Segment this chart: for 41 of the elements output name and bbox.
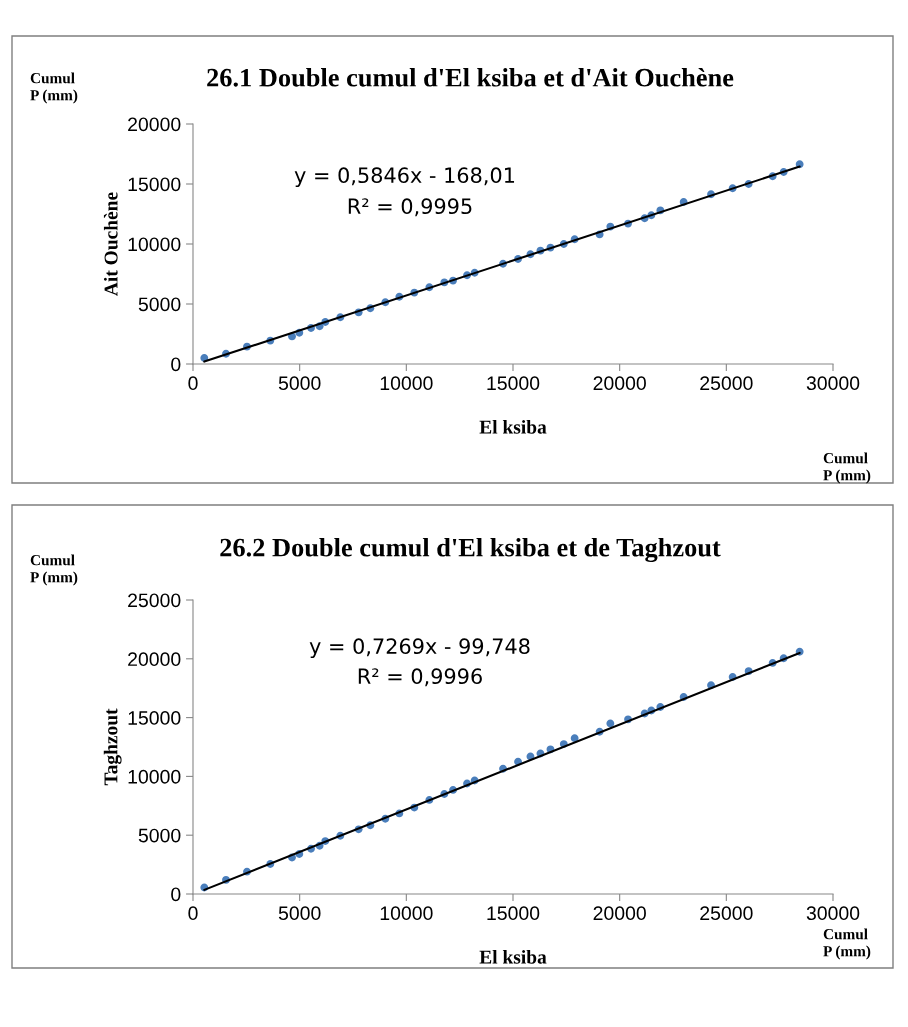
chart-title: 26.2 Double cumul d'El ksiba et de Taghzout bbox=[220, 537, 721, 563]
x-axis-title: El ksiba bbox=[479, 420, 547, 434]
x-tick-label: 20000 bbox=[593, 376, 646, 391]
x-tick-label: 30000 bbox=[806, 376, 860, 391]
x-tick-label: 15000 bbox=[487, 376, 540, 391]
y-tick-label: 15000 bbox=[128, 177, 181, 192]
x-tick-label: 0 bbox=[188, 906, 198, 921]
x-tick-label: 10000 bbox=[380, 376, 433, 391]
point bbox=[570, 734, 579, 743]
y-tick-label: 5000 bbox=[138, 297, 181, 312]
text: Cumul P (mm) bbox=[823, 452, 871, 484]
y-tick-label: 10000 bbox=[128, 237, 181, 252]
y-tick-label: 0 bbox=[171, 357, 181, 372]
annotation: y = 0,5846x - 168,01 bbox=[294, 167, 515, 188]
x-tick-label: 20000 bbox=[593, 906, 646, 921]
y-tick-label: 0 bbox=[171, 887, 181, 902]
x-tick-label: 0 bbox=[188, 376, 198, 391]
x-axis-title: El ksiba bbox=[479, 950, 547, 964]
y-tick-label: 20000 bbox=[128, 117, 181, 132]
annotation: R² = 0,9995 bbox=[348, 198, 472, 217]
y-tick-label: 10000 bbox=[128, 769, 181, 784]
point bbox=[606, 719, 615, 728]
text: Cumul P (mm) bbox=[823, 928, 871, 960]
text: Cumul P (mm) bbox=[30, 72, 78, 104]
y-tick-label: 20000 bbox=[128, 652, 181, 667]
x-tick-label: 10000 bbox=[380, 906, 433, 921]
y-axis-title: Taghzout bbox=[103, 708, 122, 786]
y-tick-label: 5000 bbox=[138, 828, 181, 843]
x-tick-label: 15000 bbox=[487, 906, 540, 921]
x-tick-label: 25000 bbox=[700, 376, 753, 391]
y-tick-label: 25000 bbox=[128, 593, 181, 608]
y-tick-label: 15000 bbox=[128, 711, 181, 725]
y-axis-title: Ait Ouchène bbox=[103, 192, 118, 296]
x-tick-label: 25000 bbox=[700, 906, 753, 921]
x-tick-label: 5000 bbox=[278, 906, 321, 921]
x-tick-label: 30000 bbox=[806, 906, 860, 921]
annotation: R² = 0,9996 bbox=[358, 668, 482, 687]
x-tick-label: 5000 bbox=[278, 376, 321, 391]
annotation: y = 0,7269x - 99,748 bbox=[309, 638, 530, 659]
chart-title: 26.1 Double cumul d'El ksiba et d'Ait Ouchène bbox=[207, 68, 734, 87]
text: Cumul P (mm) bbox=[30, 554, 78, 586]
